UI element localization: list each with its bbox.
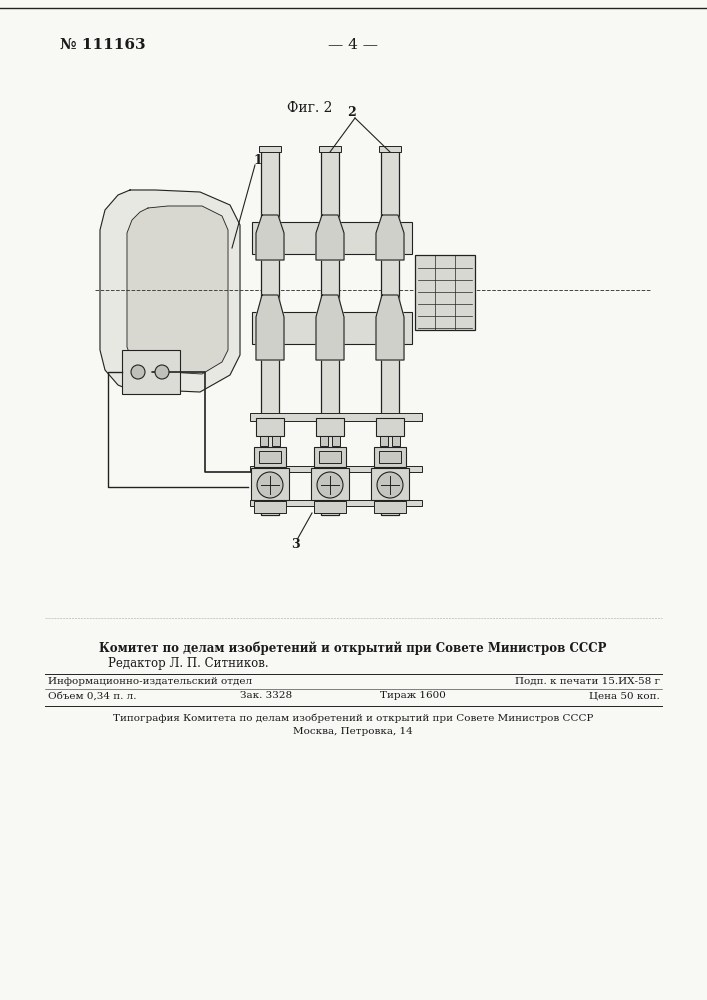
Bar	[314, 501, 346, 513]
Bar	[311, 468, 349, 500]
Text: 3: 3	[291, 538, 299, 550]
Text: Москва, Петровка, 14: Москва, Петровка, 14	[293, 728, 413, 736]
Circle shape	[257, 472, 283, 498]
Bar	[251, 468, 289, 500]
Text: Фиг. 2: Фиг. 2	[287, 101, 333, 115]
Text: — 4 —: — 4 —	[328, 38, 378, 52]
Polygon shape	[316, 215, 344, 260]
Circle shape	[131, 365, 145, 379]
Text: Редактор Л. П. Ситников.: Редактор Л. П. Ситников.	[108, 658, 269, 670]
Bar	[254, 447, 286, 467]
Text: Типография Комитета по делам изобретений и открытий при Совете Министров СССР: Типография Комитета по делам изобретений…	[113, 713, 593, 723]
Polygon shape	[316, 295, 344, 360]
Bar	[260, 436, 268, 446]
Circle shape	[155, 365, 169, 379]
Bar	[374, 447, 406, 467]
Bar	[374, 501, 406, 513]
Bar	[392, 436, 400, 446]
Text: Зак. 3328: Зак. 3328	[240, 692, 292, 700]
Polygon shape	[376, 215, 404, 260]
Bar	[319, 146, 341, 152]
Bar	[321, 150, 339, 515]
Bar	[415, 255, 475, 330]
Text: 2: 2	[348, 106, 356, 119]
Bar	[250, 466, 422, 472]
Text: № 111163: № 111163	[60, 38, 146, 52]
Polygon shape	[256, 295, 284, 360]
Text: Тираж 1600: Тираж 1600	[380, 692, 446, 700]
Bar	[371, 468, 409, 500]
Text: Объем 0,34 п. л.: Объем 0,34 п. л.	[48, 692, 136, 700]
Bar	[259, 146, 281, 152]
Bar	[272, 436, 280, 446]
Bar	[250, 413, 422, 421]
Bar	[380, 436, 388, 446]
Bar	[319, 451, 341, 463]
Bar	[122, 350, 180, 394]
Bar	[376, 418, 404, 436]
Circle shape	[377, 472, 403, 498]
Text: Подп. к печати 15.ИХ-58 г: Подп. к печати 15.ИХ-58 г	[515, 676, 660, 686]
Bar	[250, 500, 422, 506]
Polygon shape	[376, 295, 404, 360]
Bar	[261, 150, 279, 515]
Bar	[252, 222, 412, 254]
Bar	[379, 451, 401, 463]
Bar	[332, 436, 340, 446]
Bar	[252, 312, 412, 344]
Text: 1: 1	[254, 154, 262, 167]
Bar	[254, 501, 286, 513]
Bar	[320, 436, 328, 446]
Bar	[259, 451, 281, 463]
Polygon shape	[256, 215, 284, 260]
Circle shape	[317, 472, 343, 498]
Bar	[256, 418, 284, 436]
Text: Цена 50 коп.: Цена 50 коп.	[589, 692, 660, 700]
Bar	[379, 146, 401, 152]
Bar	[314, 447, 346, 467]
Bar	[316, 418, 344, 436]
Polygon shape	[100, 190, 240, 392]
Text: Информационно-издательский отдел: Информационно-издательский отдел	[48, 676, 252, 686]
Polygon shape	[127, 206, 228, 374]
Text: Комитет по делам изобретений и открытий при Совете Министров СССР: Комитет по делам изобретений и открытий …	[99, 641, 607, 655]
Bar	[381, 150, 399, 515]
